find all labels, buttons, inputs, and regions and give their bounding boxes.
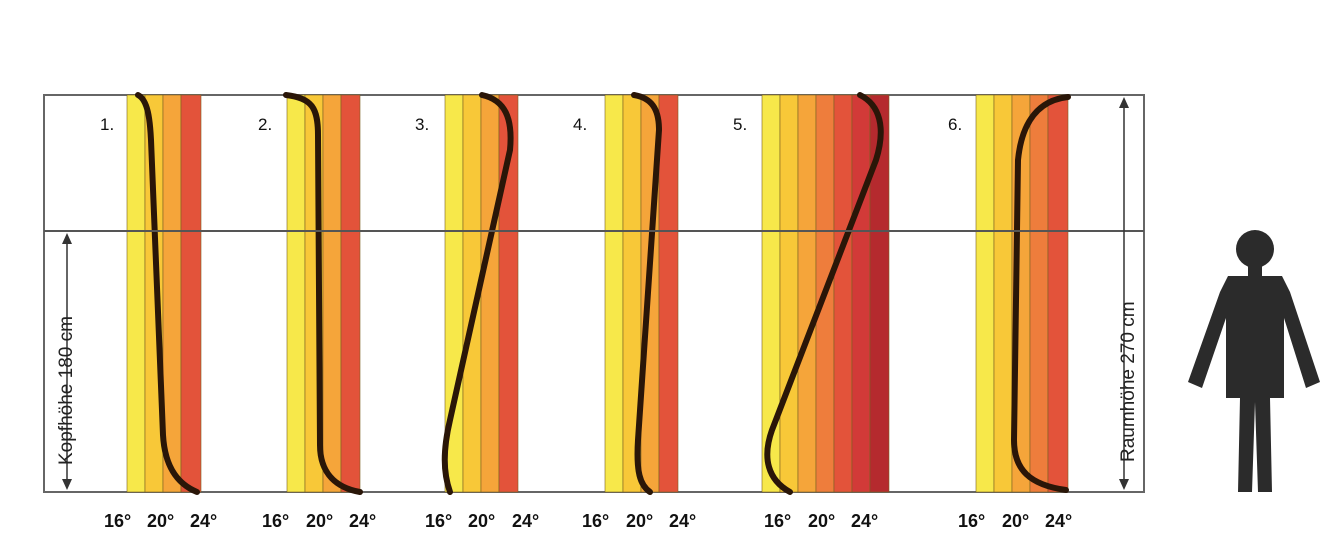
tick-label: 24° (1045, 511, 1072, 531)
tick-label: 20° (1002, 511, 1029, 531)
tick-label: 20° (808, 511, 835, 531)
tick-label: 16° (425, 511, 452, 531)
panel-4: 4. 16° 20° 24° (573, 92, 696, 531)
panel-6-temperature-curve (1010, 94, 1071, 493)
panel-4-tick-labels: 16° 20° 24° (582, 511, 696, 531)
panel-6-tick-labels: 16° 20° 24° (958, 511, 1072, 531)
head-height-label: Kopfhöhe 180 cm (56, 316, 77, 465)
panel-2-tick-labels: 16° 20° 24° (262, 511, 376, 531)
tick-label: 16° (958, 511, 985, 531)
panel-3-tick-labels: 16° 20° 24° (425, 511, 539, 531)
panel-1: 1. 16° 20° 24° (100, 92, 217, 531)
tick-label: 16° (764, 511, 791, 531)
panel-1-bands (126, 94, 202, 493)
panel-2-temperature-curve (283, 92, 363, 495)
panel-5-tick-labels: 16° 20° 24° (764, 511, 878, 531)
panel-4-number: 4. (573, 115, 587, 134)
panel-2-bands (286, 94, 361, 493)
panel-1-tick-labels: 16° 20° 24° (104, 511, 217, 531)
head-height-dimension (62, 233, 72, 490)
tick-label: 24° (349, 511, 376, 531)
tick-label: 24° (669, 511, 696, 531)
panel-5-temperature-curve (764, 92, 884, 495)
panel-2-number: 2. (258, 115, 272, 134)
person-silhouette-icon (1188, 230, 1320, 492)
room-height-dimension (1119, 97, 1129, 490)
panel-3-number: 3. (415, 115, 429, 134)
room-height-label: Raumhöhe 270 cm (1118, 301, 1139, 462)
panel-6-bands (975, 94, 1069, 493)
tick-label: 16° (104, 511, 131, 531)
panel-6-number: 6. (948, 115, 962, 134)
panel-4-temperature-curve (631, 92, 663, 495)
panel-6: 6. 16° 20° 24° (948, 94, 1072, 531)
tick-label: 24° (851, 511, 878, 531)
panel-3-temperature-curve (441, 92, 514, 495)
panel-3-bands (444, 94, 519, 493)
panel-1-number: 1. (100, 115, 114, 134)
tick-label: 16° (262, 511, 289, 531)
panel-5: 5. 16° 20° 24° (733, 92, 890, 531)
tick-label: 20° (147, 511, 174, 531)
panel-1-temperature-curve (135, 92, 200, 495)
tick-label: 16° (582, 511, 609, 531)
tick-label: 20° (626, 511, 653, 531)
diagram-frame (43, 94, 1145, 493)
tick-label: 20° (468, 511, 495, 531)
tick-label: 24° (190, 511, 217, 531)
tick-label: 24° (512, 511, 539, 531)
panel-2: 2. 16° 20° 24° (258, 92, 376, 531)
panel-5-number: 5. (733, 115, 747, 134)
tick-label: 20° (306, 511, 333, 531)
panel-3: 3. 16° 20° 24° (415, 92, 539, 531)
